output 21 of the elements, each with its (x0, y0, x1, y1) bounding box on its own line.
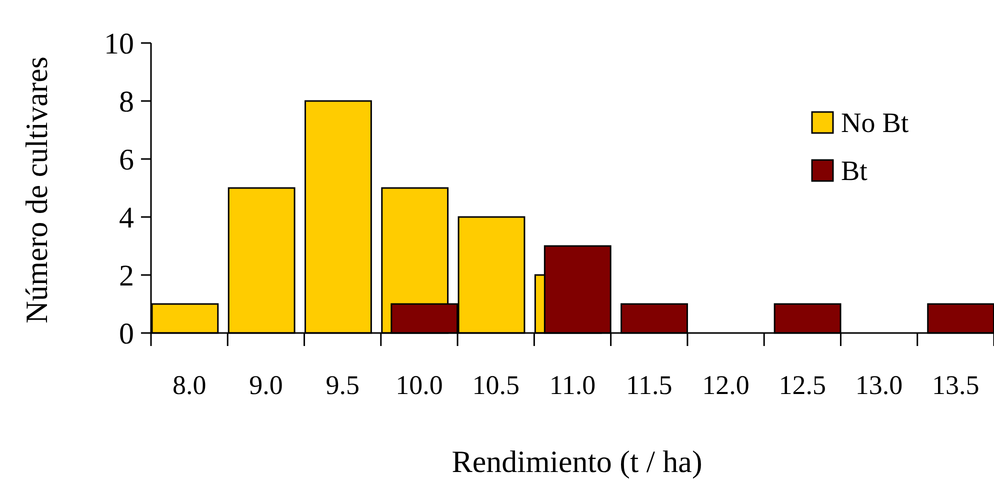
x-tick-label: 9.0 (249, 370, 283, 400)
y-tick-label: 2 (119, 260, 134, 292)
x-tick-label: 8.0 (172, 370, 206, 400)
x-tick-label: 10.5 (472, 370, 520, 400)
x-tick-label: 11.0 (549, 370, 596, 400)
x-axis-title: Rendimiento (t / ha) (452, 444, 702, 479)
x-tick-label: 9.5 (326, 370, 360, 400)
legend-label: Bt (841, 156, 868, 187)
x-tick-label: 13.0 (855, 370, 903, 400)
legend-label: No Bt (841, 108, 909, 139)
x-tick-label: 11.5 (626, 370, 672, 400)
x-tick-label: 10.0 (396, 370, 443, 400)
y-tick-label: 8 (119, 86, 134, 118)
y-tick-label: 0 (119, 318, 134, 350)
x-tick-label: 12.0 (702, 370, 750, 400)
y-axis-title: Número de cultivares (19, 56, 54, 324)
x-tick-label: 12.5 (778, 370, 826, 400)
y-tick-label: 4 (119, 202, 134, 234)
y-tick-label: 10 (104, 28, 134, 60)
x-tick-label: 13.5 (932, 370, 980, 400)
y-tick-label: 6 (119, 144, 134, 176)
